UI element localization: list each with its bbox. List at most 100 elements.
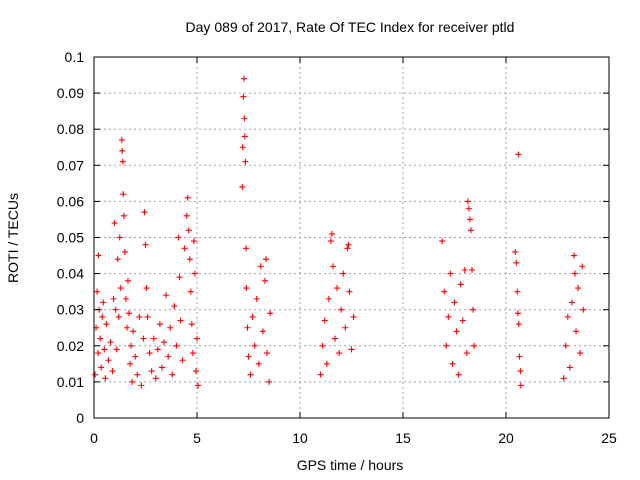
- y-tick-label: 0.02: [57, 338, 84, 354]
- data-point: [241, 133, 248, 140]
- data-point: [242, 158, 249, 165]
- x-tick-label: 15: [395, 430, 411, 446]
- data-point: [344, 245, 351, 252]
- data-point: [443, 342, 450, 349]
- data-point: [132, 353, 139, 360]
- data-point: [259, 328, 266, 335]
- y-tick-label: 0.07: [57, 157, 84, 173]
- data-point: [136, 313, 143, 320]
- data-point: [245, 353, 252, 360]
- x-tick-label: 25: [601, 430, 617, 446]
- data-point: [181, 245, 188, 252]
- data-point: [113, 346, 120, 353]
- data-point: [465, 205, 472, 212]
- data-point: [194, 335, 200, 342]
- data-point: [253, 295, 260, 302]
- data-point: [173, 342, 180, 349]
- data-point: [512, 248, 519, 255]
- data-point: [188, 321, 195, 328]
- plot-frame: [93, 56, 610, 419]
- data-point: [140, 335, 147, 342]
- data-point: [579, 263, 586, 270]
- data-point: [148, 368, 155, 375]
- data-point: [319, 342, 326, 349]
- y-tick-label: 0.04: [57, 266, 84, 282]
- data-point: [516, 353, 523, 360]
- data-point: [163, 292, 170, 299]
- data-point: [94, 288, 101, 295]
- data-point: [186, 256, 193, 263]
- data-point: [123, 324, 130, 331]
- data-point: [334, 285, 341, 292]
- data-point: [513, 259, 520, 266]
- data-point: [146, 350, 153, 357]
- grid-lines: [94, 57, 609, 418]
- data-point: [141, 209, 148, 216]
- data-point: [190, 238, 197, 245]
- data-point: [138, 382, 145, 389]
- data-point: [580, 306, 587, 313]
- data-point: [323, 360, 330, 367]
- data-point: [98, 364, 105, 371]
- y-tick-label: 0.05: [57, 230, 84, 246]
- data-point: [439, 238, 446, 245]
- data-point: [332, 335, 339, 342]
- data-point: [97, 335, 104, 342]
- data-point: [179, 357, 186, 364]
- data-point: [461, 266, 468, 273]
- data-point: [143, 285, 150, 292]
- x-tick-label: 5: [193, 430, 201, 446]
- data-point: [158, 364, 165, 371]
- data-point: [515, 151, 522, 158]
- data-point: [564, 313, 571, 320]
- data-point: [130, 328, 137, 335]
- data-point: [95, 252, 102, 259]
- data-point: [566, 364, 573, 371]
- data-point: [165, 353, 172, 360]
- data-point: [240, 75, 247, 82]
- data-point: [184, 194, 191, 201]
- data-point: [453, 328, 460, 335]
- data-point: [175, 234, 182, 241]
- data-point: [109, 368, 116, 375]
- data-point: [471, 342, 478, 349]
- data-point: [167, 324, 174, 331]
- data-point: [187, 288, 194, 295]
- x-tick-label: 20: [498, 430, 514, 446]
- data-point: [118, 137, 125, 144]
- data-point: [122, 295, 129, 302]
- data-point: [346, 288, 353, 295]
- data-point: [562, 342, 569, 349]
- data-point: [455, 371, 462, 378]
- data-point: [116, 234, 123, 241]
- data-point: [176, 274, 183, 281]
- data-point: [183, 212, 190, 219]
- data-point: [161, 339, 168, 346]
- data-point: [150, 335, 157, 342]
- data-point: [336, 350, 343, 357]
- data-point: [327, 238, 334, 245]
- data-point: [264, 350, 271, 357]
- data-point: [121, 248, 128, 255]
- data-point: [447, 270, 454, 277]
- y-axis-label: ROTI / TECUs: [5, 193, 21, 283]
- data-point: [470, 306, 477, 313]
- data-point: [267, 310, 274, 317]
- data-point: [263, 256, 270, 263]
- data-point: [192, 368, 199, 375]
- data-point: [445, 313, 452, 320]
- x-axis-label: GPS time / hours: [297, 457, 404, 473]
- data-point: [111, 220, 118, 227]
- data-point: [191, 270, 198, 277]
- data-point: [127, 360, 134, 367]
- y-tick-label: 0.1: [65, 49, 85, 65]
- data-point: [126, 310, 133, 317]
- y-tick-label: 0.09: [57, 85, 84, 101]
- data-point: [467, 227, 474, 234]
- data-point: [239, 144, 246, 151]
- data-point: [177, 317, 184, 324]
- data-point: [115, 313, 122, 320]
- data-point: [348, 346, 355, 353]
- data-point: [112, 306, 119, 313]
- data-point: [171, 303, 178, 310]
